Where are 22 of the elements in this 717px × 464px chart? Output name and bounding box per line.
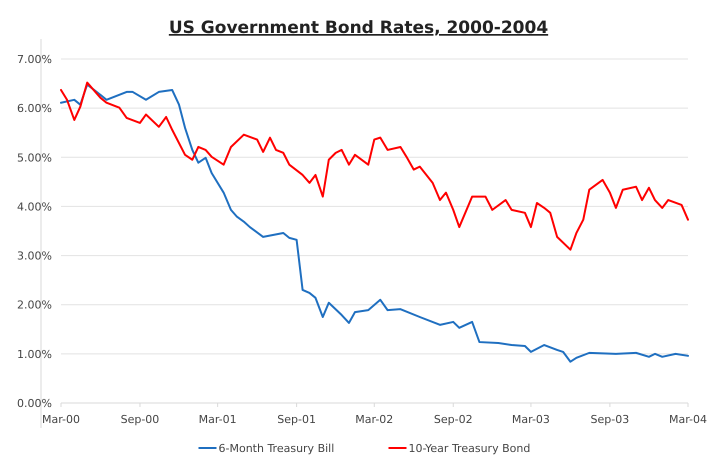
legend-label: 10-Year Treasury Bond — [408, 442, 530, 455]
x-tick-label: Sep-01 — [277, 413, 316, 426]
x-tick-label: Mar-03 — [512, 413, 550, 426]
y-tick-label: 3.00% — [17, 250, 52, 263]
x-tick-label: Sep-02 — [434, 413, 473, 426]
y-tick-label: 7.00% — [17, 53, 52, 66]
y-tick-label: 2.00% — [17, 298, 52, 312]
legend-label: 6-Month Treasury Bill — [218, 442, 334, 455]
line-series — [60, 84, 689, 363]
y-tick-label: 6.00% — [17, 102, 52, 116]
y-tick-label: 0.00% — [17, 397, 52, 410]
x-tick-label: Sep-03 — [590, 413, 630, 426]
x-tick-label: Mar-02 — [355, 413, 394, 426]
line-series — [60, 82, 689, 251]
x-tick-label: Mar-01 — [198, 413, 237, 426]
y-tick-label: 5.00% — [17, 151, 52, 164]
y-tick-label: 4.00% — [17, 200, 52, 214]
y-tick-label: 1.00% — [17, 348, 52, 361]
x-tick-label: Mar-04 — [668, 413, 708, 426]
x-tick-label: Mar-00 — [42, 413, 80, 426]
chart-title: US Government Bond Rates, 2000-2004 — [168, 18, 548, 38]
x-tick-label: Sep-00 — [120, 413, 160, 426]
